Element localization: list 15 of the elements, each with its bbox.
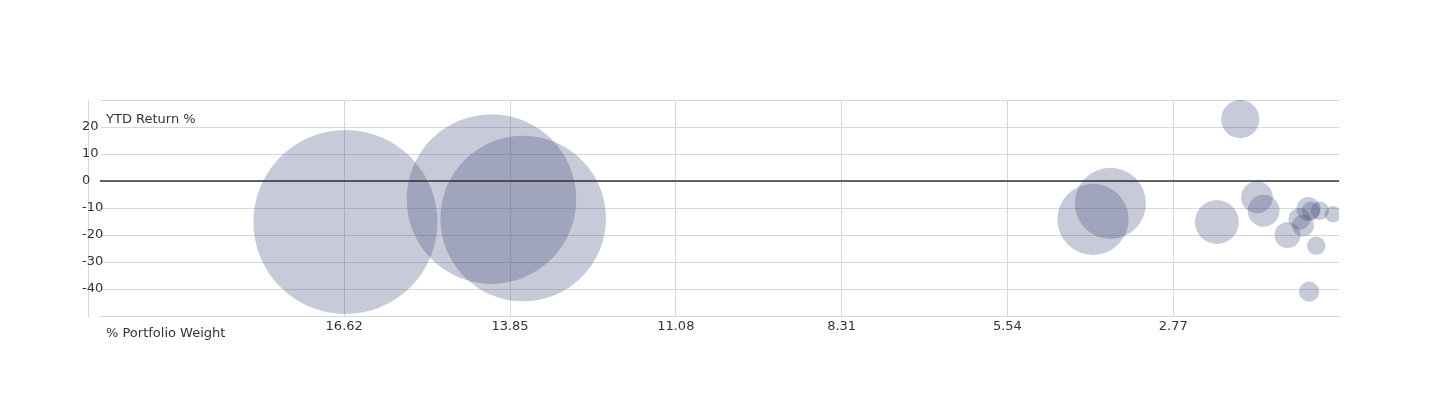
- x-tick-label: 5.54: [992, 318, 1022, 334]
- x-tick-label: 2.77: [1158, 318, 1188, 334]
- y-tick-label: -40: [82, 280, 104, 296]
- x-tick-label: 11.08: [657, 318, 695, 334]
- y-tick-label: -10: [82, 199, 104, 215]
- x-tick-label: 13.85: [491, 318, 529, 334]
- y-tick-label: 20: [82, 118, 99, 134]
- x-tick-label: 8.31: [827, 318, 857, 334]
- y-tick-label: 10: [82, 145, 99, 161]
- x-tick-label: 16.62: [325, 318, 363, 334]
- y-axis-title: YTD Return %: [105, 111, 196, 127]
- y-tick-label: -20: [82, 226, 104, 242]
- x-axis-title: % Portfolio Weight: [106, 325, 226, 341]
- y-tick-label: 0: [82, 172, 91, 188]
- y-tick-label: -30: [82, 253, 104, 269]
